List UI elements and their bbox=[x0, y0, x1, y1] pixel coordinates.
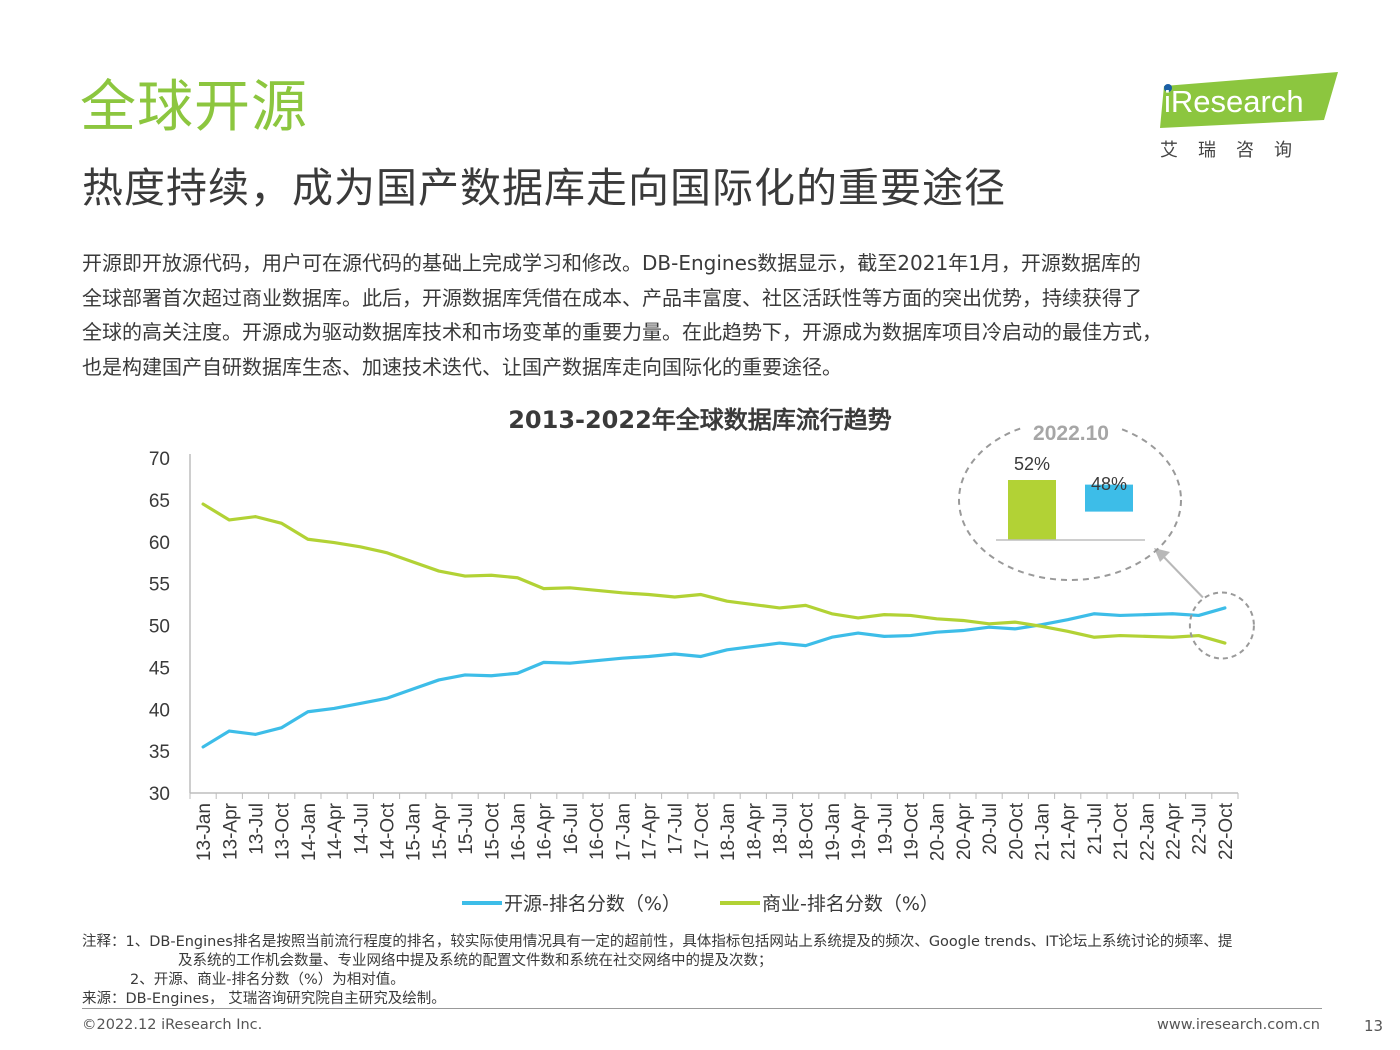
x-tick-label: 22-Jan bbox=[1137, 803, 1158, 861]
y-tick-label: 55 bbox=[149, 575, 170, 596]
page-subtitle: 热度持续，成为国产数据库走向国际化的重要途径 bbox=[82, 164, 1006, 212]
highlight-circle bbox=[1188, 591, 1255, 660]
x-tick-label: 15-Oct bbox=[482, 802, 503, 860]
x-tick-label: 15-Jul bbox=[456, 803, 477, 855]
chart-title: 2013-2022年全球数据库流行趋势 bbox=[508, 406, 892, 434]
y-tick-label: 30 bbox=[149, 784, 170, 805]
x-tick-label: 20-Jan bbox=[928, 803, 949, 861]
x-tick-label: 21-Oct bbox=[1111, 802, 1132, 860]
logo-dot bbox=[1164, 84, 1172, 92]
x-tick-label: 20-Oct bbox=[1006, 802, 1027, 860]
x-tick-label: 20-Jul bbox=[980, 803, 1001, 855]
notes-block: 注释：1、DB-Engines排名是按照当前流行程度的排名，较实际使用情况具有一… bbox=[82, 933, 1232, 1009]
x-tick-label: 21-Apr bbox=[1059, 802, 1080, 860]
inset-bar bbox=[1008, 480, 1056, 540]
x-tick-label: 17-Jan bbox=[613, 803, 634, 861]
website-link[interactable]: www.iresearch.com.cn bbox=[1157, 1017, 1320, 1033]
callout-arrow-head bbox=[1154, 548, 1170, 562]
x-tick-label: 14-Jul bbox=[351, 803, 372, 855]
y-tick-label: 65 bbox=[149, 491, 170, 512]
inset-label: 2022.10 bbox=[1033, 422, 1109, 445]
x-tick-label: 15-Apr bbox=[430, 802, 451, 860]
x-tick-label: 19-Apr bbox=[849, 802, 870, 860]
x-tick-label: 20-Apr bbox=[954, 802, 975, 860]
body-paragraph: 开源即开放源代码，用户可在源代码的基础上完成学习和修改。DB-Engines数据… bbox=[82, 246, 1347, 384]
x-tick-label: 17-Apr bbox=[640, 802, 661, 860]
x-tick-label: 15-Jan bbox=[404, 803, 425, 861]
body-line: 开源即开放源代码，用户可在源代码的基础上完成学习和修改。DB-Engines数据… bbox=[82, 251, 1141, 275]
x-tick-label: 17-Jul bbox=[666, 803, 687, 855]
y-tick-label: 35 bbox=[149, 742, 170, 763]
inset-bar-label: 48% bbox=[1091, 474, 1127, 494]
x-tick-label: 19-Jan bbox=[823, 803, 844, 861]
y-tick-label: 40 bbox=[149, 700, 170, 721]
x-tick-label: 18-Jan bbox=[718, 803, 739, 861]
inset-bar-label: 52% bbox=[1014, 454, 1050, 474]
footer-divider bbox=[82, 1008, 1322, 1009]
y-tick-label: 45 bbox=[149, 658, 170, 679]
x-tick-label: 14-Jan bbox=[299, 803, 320, 861]
body-line: 全球的高关注度。开源成为驱动数据库技术和市场变革的重要力量。在此趋势下，开源成为… bbox=[82, 320, 1162, 344]
x-tick-label: 22-Oct bbox=[1216, 802, 1237, 860]
y-tick-label: 50 bbox=[149, 617, 170, 638]
x-tick-label: 19-Oct bbox=[902, 802, 923, 860]
source-line: 来源：DB-Engines， 艾瑞咨询研究院自主研究及绘制。 bbox=[82, 991, 446, 1007]
x-tick-label: 21-Jul bbox=[1085, 803, 1106, 855]
callout-arrow-line bbox=[1159, 552, 1204, 599]
note-line: 2、开源、商业-排名分数（%）为相对值。 bbox=[130, 972, 405, 988]
note-line: 及系统的工作机会数量、专业网络中提及系统的配置文件数和系统在社交网络中的提及次数… bbox=[178, 953, 773, 969]
page-number: 13 bbox=[1364, 1017, 1384, 1035]
x-tick-label: 14-Oct bbox=[378, 802, 399, 860]
logo-wordmark: iResearch bbox=[1164, 84, 1304, 119]
body-line: 也是构建国产自研数据库生态、加速技术迭代、让国产数据库走向国际化的重要途径。 bbox=[82, 354, 842, 379]
line-chart: 30 35 40 45 50 55 60 65 70 13-Jan 13-Apr 13-Jul 13-O… bbox=[149, 418, 1255, 915]
series-line-commercial bbox=[201, 502, 1227, 645]
inset-bar bbox=[1085, 484, 1133, 512]
body-line: 全球部署首次超过商业数据库。此后，开源数据库凭借在成本、产品丰富度、社区活跃性等… bbox=[82, 285, 1142, 310]
x-tick-label: 22-Apr bbox=[1164, 802, 1185, 860]
x-tick-label: 13-Oct bbox=[273, 802, 294, 860]
copyright: ©2022.12 iResearch Inc. bbox=[82, 1017, 263, 1033]
legend-label: 商业-排名分数（%） bbox=[762, 893, 939, 915]
x-tick-label: 22-Jul bbox=[1190, 803, 1211, 855]
x-tick-label: 16-Jul bbox=[561, 803, 582, 855]
note-line: 注释：1、DB-Engines排名是按照当前流行程度的排名，较实际使用情况具有一… bbox=[82, 934, 1233, 950]
x-tick-label: 13-Jan bbox=[194, 803, 215, 861]
x-tick-label: 17-Oct bbox=[692, 802, 713, 860]
x-tick-label: 13-Apr bbox=[220, 802, 241, 860]
x-tick-label: 16-Jan bbox=[509, 803, 530, 861]
series-line-open-source bbox=[201, 606, 1227, 749]
y-tick-label: 70 bbox=[149, 449, 170, 470]
x-tick-label: 14-Apr bbox=[325, 802, 346, 860]
inset-label-bg bbox=[1022, 418, 1120, 444]
iresearch-logo: iResearch 艾瑞咨询 bbox=[1150, 72, 1340, 162]
x-tick-label: 13-Jul bbox=[247, 803, 268, 855]
legend-label: 开源-排名分数（%） bbox=[504, 893, 681, 915]
x-tick-label: 18-Oct bbox=[797, 802, 818, 860]
x-tick-label: 18-Jul bbox=[771, 803, 792, 855]
x-tick-label: 16-Apr bbox=[535, 802, 556, 860]
page-title: 全球开源 bbox=[80, 75, 308, 140]
x-tick-label: 18-Apr bbox=[744, 802, 765, 860]
x-tick-label: 21-Jan bbox=[1033, 803, 1054, 861]
y-tick-label: 60 bbox=[149, 533, 170, 554]
logo-chinese-name: 艾瑞咨询 bbox=[1160, 140, 1312, 161]
x-tick-label: 19-Jul bbox=[875, 803, 896, 855]
logo-banner-shape bbox=[1160, 72, 1338, 128]
x-tick-label: 16-Oct bbox=[587, 802, 608, 860]
